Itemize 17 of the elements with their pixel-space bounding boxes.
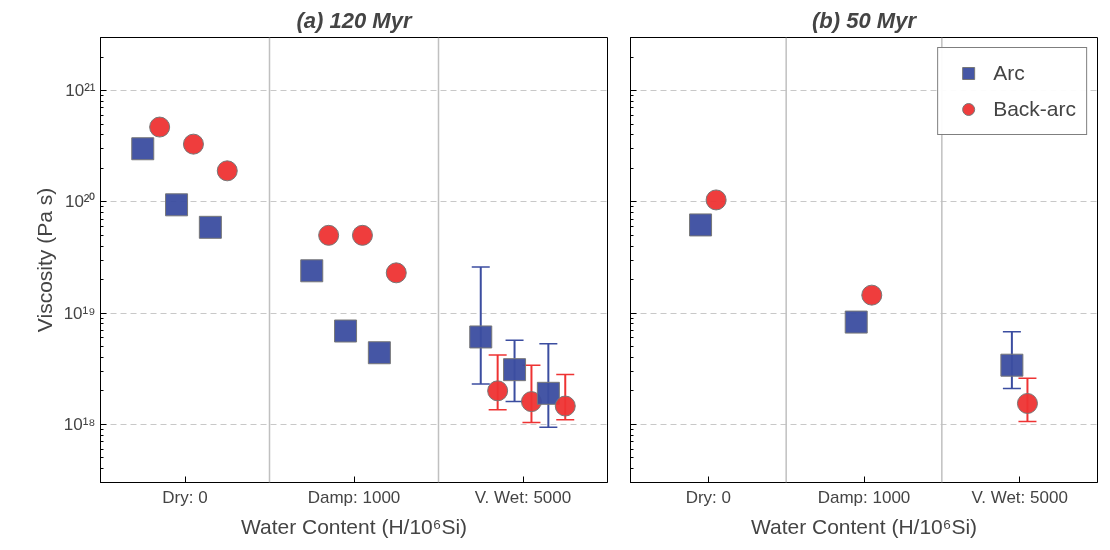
x-tick-label: V. Wet: 5000 <box>971 487 1068 507</box>
x-tick-label: Dry: 0 <box>685 487 732 507</box>
legend-label: Back-arc <box>993 97 1076 121</box>
x-tick-label: Dry: 0 <box>162 487 208 507</box>
chart-title: (a) 120 Myr <box>296 7 413 33</box>
chart-title: (b) 50 Myr <box>812 7 918 33</box>
legend-label: Arc <box>993 61 1025 85</box>
x-tick-label: Damp: 1000 <box>307 487 401 507</box>
y-tick-label: 10²¹ <box>65 81 96 101</box>
x-tick-label: Damp: 1000 <box>817 487 911 507</box>
y-axis-title: Viscosity (Pa s) <box>32 187 56 333</box>
x-tick-label: V. Wet: 5000 <box>474 487 572 507</box>
x-axis-title: Water Content (H/10⁶Si) <box>750 514 978 538</box>
y-tick-label: 10¹⁸ <box>63 414 96 434</box>
x-axis-title: Water Content (H/10⁶Si) <box>240 514 468 538</box>
y-tick-label: 10²⁰ <box>64 192 96 212</box>
y-tick-label: 10¹⁹ <box>63 303 96 323</box>
